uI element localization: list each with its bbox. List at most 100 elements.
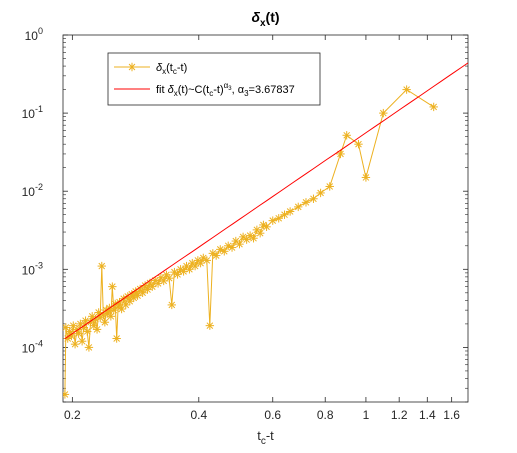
asterisk-stroke (216, 246, 224, 253)
asterisk-stroke (113, 335, 120, 342)
y-tick-label: 10-1 (22, 104, 43, 121)
x-tick-label: 0.8 (317, 408, 334, 422)
asterisk-stroke (69, 322, 77, 329)
x-tick-label: 1.4 (419, 408, 436, 422)
asterisk-stroke (379, 109, 387, 117)
data-point (249, 234, 258, 243)
asterisk-stroke (310, 195, 317, 203)
data-point (280, 210, 289, 219)
asterisk-stroke (281, 211, 288, 219)
asterisk-stroke (136, 285, 144, 293)
asterisk-stroke (302, 199, 310, 206)
asterisk-stroke (157, 274, 165, 282)
y-tick-label: 10-2 (22, 182, 43, 199)
asterisk-stroke (326, 183, 334, 190)
data-point (429, 102, 438, 112)
asterisk-stroke (228, 244, 236, 251)
data-point (106, 312, 116, 321)
asterisk-stroke (403, 86, 410, 93)
data-point (74, 329, 83, 338)
asterisk-stroke (236, 240, 243, 248)
data-point (235, 239, 244, 249)
asterisk-stroke (212, 252, 220, 259)
data-point (70, 339, 80, 349)
asterisk-stroke (82, 317, 89, 324)
data-point (361, 173, 371, 182)
x-tick-label: 0.2 (64, 408, 81, 422)
data-point (379, 108, 388, 118)
y-tick-base: 10 (22, 263, 36, 277)
asterisk-stroke (343, 131, 351, 139)
asterisk-stroke (177, 265, 184, 273)
asterisk-stroke (163, 271, 170, 279)
asterisk-stroke (107, 313, 115, 320)
y-tick-label: 100 (25, 26, 43, 43)
asterisk-stroke (95, 309, 102, 316)
asterisk-stroke (80, 324, 88, 331)
legend: δx(tc-t)fit δx(t)~C(tc-t)α3, α3=3.67837 (107, 52, 321, 106)
y-tick-exponent: -4 (35, 338, 43, 348)
y-tick-exponent: -2 (35, 182, 43, 192)
asterisk-stroke (77, 320, 84, 328)
y-tick-label: 10-3 (22, 260, 43, 277)
asterisk-stroke (134, 292, 141, 299)
xlabel-main: t (257, 428, 261, 443)
legend-text-part: -t) (177, 62, 187, 74)
series-line-fit (64, 62, 468, 340)
asterisk-stroke (174, 271, 181, 278)
data-point (164, 273, 174, 283)
data-point (199, 253, 208, 263)
data-point (148, 282, 157, 291)
data-point (220, 247, 229, 256)
legend-text-part: =3.67837 (249, 84, 295, 96)
asterisk-stroke (239, 233, 247, 241)
y-tick-base: 10 (22, 341, 36, 355)
asterisk-stroke (144, 286, 151, 293)
data-point (316, 188, 325, 198)
asterisk-stroke (66, 328, 73, 335)
y-tick-base: 10 (22, 185, 36, 199)
data-point (294, 202, 303, 212)
data-point (274, 214, 283, 223)
legend-text-part: fit (156, 84, 168, 96)
data-point (205, 321, 215, 330)
asterisk-stroke (224, 242, 232, 250)
data-point (112, 334, 121, 343)
asterisk-stroke (71, 340, 79, 348)
asterisk-stroke (186, 265, 193, 273)
data-point (108, 282, 117, 291)
data-point (354, 139, 363, 149)
asterisk-stroke (128, 63, 136, 71)
asterisk-stroke (88, 313, 96, 320)
asterisk-stroke (362, 174, 370, 181)
data-point (336, 149, 345, 159)
asterisk-stroke (160, 277, 168, 285)
asterisk-stroke (99, 311, 107, 319)
axes-box (62, 34, 469, 403)
data-point (84, 343, 94, 352)
data-layer (63, 62, 468, 399)
asterisk-stroke (286, 208, 294, 215)
asterisk-stroke (246, 232, 254, 239)
data-point (83, 327, 92, 336)
asterisk-stroke (260, 221, 267, 229)
asterisk-stroke (98, 262, 106, 270)
data-point (143, 285, 152, 294)
data-point (167, 300, 177, 310)
legend-text-part: (t)~C(t (178, 84, 209, 96)
data-point (196, 258, 205, 268)
legend-text-part: , α (232, 84, 245, 96)
legend-text-part: δ (156, 62, 163, 74)
legend-text-part: x (162, 67, 166, 76)
asterisk-stroke (68, 332, 75, 340)
x-tick-label: 1.6 (443, 408, 460, 422)
data-point (342, 131, 351, 140)
data-point (63, 390, 70, 399)
asterisk-stroke (141, 282, 149, 289)
data-point (185, 265, 194, 274)
asterisk-stroke (250, 234, 257, 242)
asterisk-stroke (430, 103, 438, 111)
xlabel-subscript: c (261, 436, 266, 447)
x-tick-label: 0.4 (190, 408, 207, 422)
